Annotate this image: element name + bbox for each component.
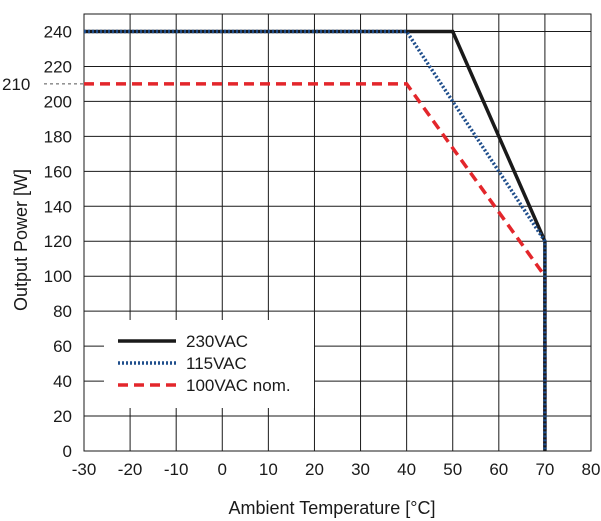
x-tick-label: 10 bbox=[259, 460, 278, 479]
x-axis-label: Ambient Temperature [°C] bbox=[229, 498, 436, 518]
y-tick-label: 240 bbox=[44, 22, 72, 41]
y-tick-label: 220 bbox=[44, 57, 72, 76]
tick-labels: -30 -20 -10 0 10 20 30 40 50 60 70 80 0 20 40 60 80 100 12… bbox=[44, 22, 601, 479]
legend: 230VAC 115VAC 100VAC nom. bbox=[104, 320, 314, 408]
y-tick-label: 200 bbox=[44, 92, 72, 111]
y-tick-label: 180 bbox=[44, 127, 72, 146]
x-tick-label: 70 bbox=[535, 460, 554, 479]
legend-label: 115VAC bbox=[186, 354, 247, 373]
x-tick-label: 0 bbox=[218, 460, 227, 479]
y-tick-label: 140 bbox=[44, 197, 72, 216]
y-tick-label: 160 bbox=[44, 162, 72, 181]
x-tick-label: 50 bbox=[443, 460, 462, 479]
annotations: 210 bbox=[2, 75, 84, 94]
x-tick-label: 20 bbox=[305, 460, 324, 479]
x-tick-label: -10 bbox=[164, 460, 189, 479]
x-tick-label: 40 bbox=[397, 460, 416, 479]
legend-label: 100VAC nom. bbox=[186, 376, 291, 395]
series-lines bbox=[84, 29, 547, 451]
y-tick-label: 40 bbox=[53, 372, 72, 391]
y-tick-label: 100 bbox=[44, 267, 72, 286]
y-tick-label: 0 bbox=[63, 442, 72, 461]
y-tick-label: 20 bbox=[53, 407, 72, 426]
series-line-115vac bbox=[84, 29, 547, 451]
x-tick-label: -20 bbox=[118, 460, 143, 479]
y-axis-label: Output Power [W] bbox=[11, 169, 31, 311]
x-tick-label: 30 bbox=[351, 460, 370, 479]
x-tick-label: -30 bbox=[72, 460, 97, 479]
annotation-label: 210 bbox=[2, 75, 30, 94]
y-tick-label: 120 bbox=[44, 232, 72, 251]
x-tick-label: 60 bbox=[489, 460, 508, 479]
y-tick-label: 60 bbox=[53, 337, 72, 356]
x-tick-label: 80 bbox=[582, 460, 601, 479]
plot-border bbox=[83, 13, 592, 452]
y-tick-label: 80 bbox=[53, 302, 72, 321]
legend-label: 230VAC bbox=[186, 332, 248, 351]
